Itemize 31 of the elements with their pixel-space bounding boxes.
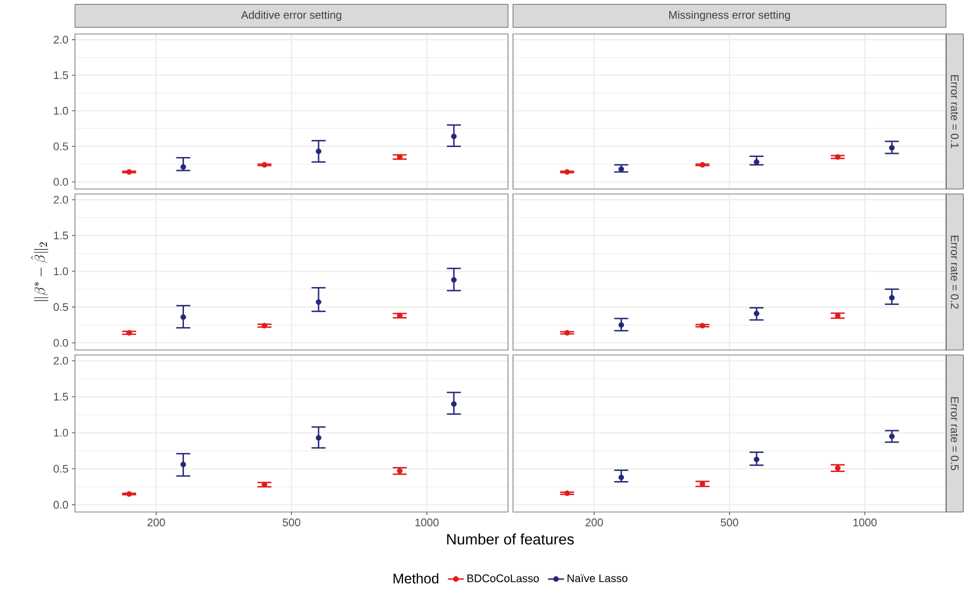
y-tick-label: 1.0 [54, 267, 68, 276]
y-tick-label: 0.5 [54, 464, 68, 473]
legend-label: Naïve Lasso [568, 574, 628, 582]
y-tick-label: 1.0 [54, 106, 68, 115]
y-tick-label: 2.0 [54, 36, 68, 44]
y2-axis-title: Error rate = 0.1 [950, 75, 959, 148]
x-tick-label: 1000 [415, 518, 439, 526]
y-tick-label: 1.0 [54, 428, 68, 437]
chart-title: Missingness error setting [669, 10, 790, 21]
y-tick-label: 0.5 [54, 303, 68, 311]
chart-title: Additive error setting [241, 10, 342, 21]
y-tick-label: 1.5 [54, 71, 68, 80]
x-tick-label: 500 [720, 518, 738, 526]
y-tick-label: 0.0 [54, 500, 68, 509]
y2-axis-title: Error rate = 0.5 [950, 397, 959, 470]
y-tick-label: 2.0 [54, 196, 68, 204]
legend-title: Method [394, 573, 438, 584]
x-tick-label: 1000 [853, 518, 877, 526]
x-tick-label: 200 [148, 518, 165, 526]
x-tick-label: 200 [586, 518, 603, 526]
legend-label: BDCoCoLasso [467, 574, 539, 582]
y-tick-label: 1.5 [54, 232, 68, 240]
y-tick-label: 0.0 [54, 178, 68, 186]
y2-axis-title: Error rate = 0.2 [950, 236, 959, 309]
y-tick-label: 1.5 [54, 392, 68, 401]
y-tick-label: 0.5 [54, 142, 68, 150]
x-axis-title: Number of features [447, 534, 574, 545]
y-axis-title: $\|\beta^{*}-\hat{\beta}\|_{2}$ [30, 242, 48, 301]
y-tick-label: 0.0 [54, 338, 68, 347]
x-tick-label: 500 [282, 518, 300, 526]
y-tick-label: 2.0 [54, 356, 68, 365]
